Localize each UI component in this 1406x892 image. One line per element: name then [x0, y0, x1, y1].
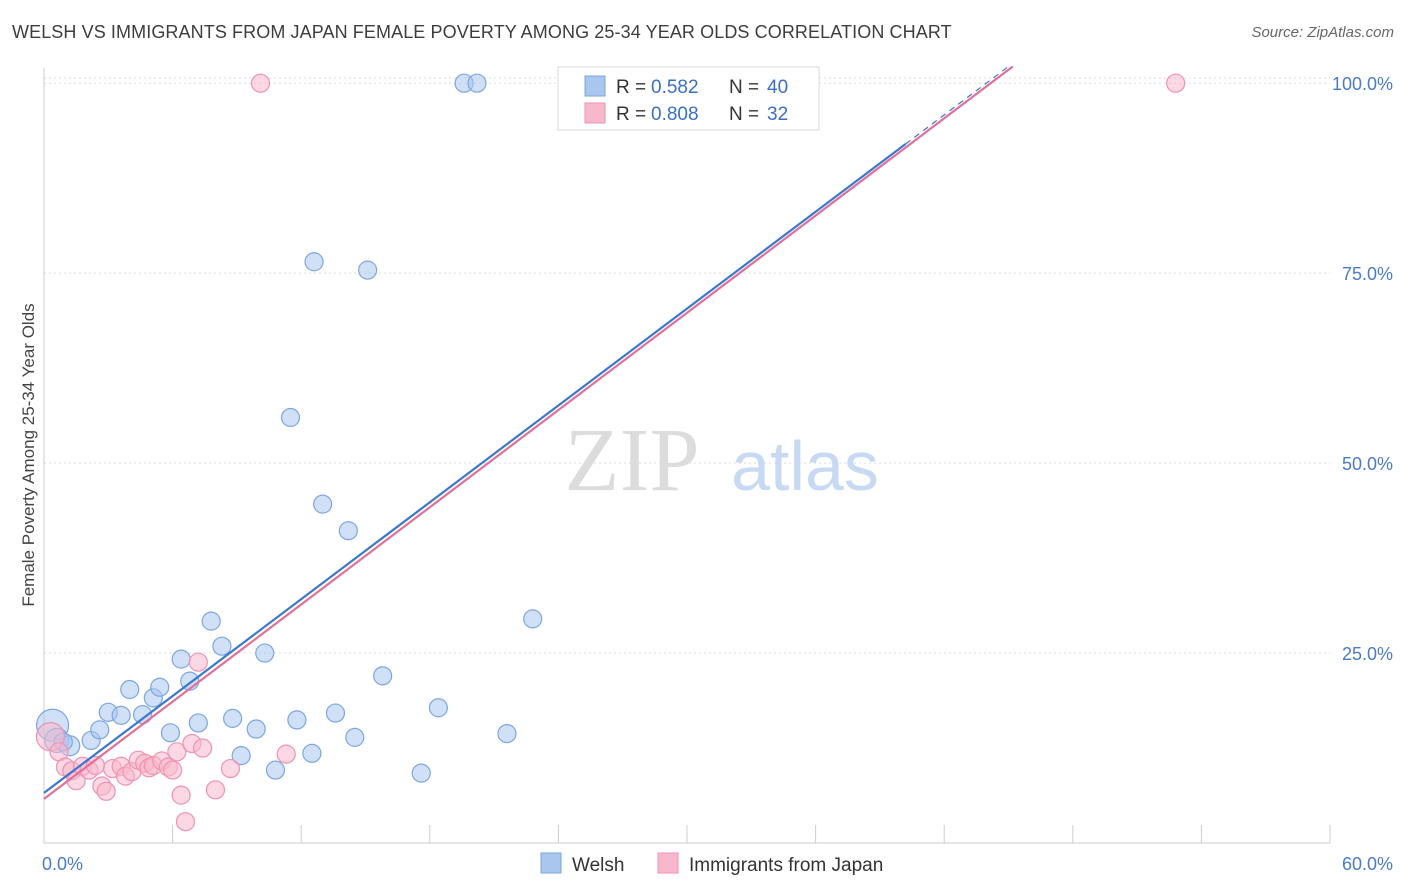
legend-r-value-1: 0.582 [651, 77, 699, 98]
bottom-legend-welsh: Welsh [572, 855, 624, 876]
welsh-point [325, 703, 346, 723]
japan-point [250, 73, 271, 93]
y-tick-labels: 25.0% 50.0% 75.0% 100.0% [1332, 74, 1393, 664]
bottom-legend-swatch-japan [657, 852, 679, 874]
x-tick-label-min: 0.0% [42, 854, 83, 874]
welsh-point [287, 710, 307, 730]
welsh-point [411, 763, 431, 783]
welsh-point [358, 260, 378, 280]
welsh-trend-extension [905, 66, 1009, 145]
x-tick-label-max: 60.0% [1342, 854, 1393, 874]
japan-point [96, 781, 116, 801]
japan-point [205, 780, 226, 800]
y-tick-label: 50.0% [1342, 454, 1393, 474]
watermark-atlas: atlas [731, 427, 879, 505]
welsh-point [265, 760, 286, 780]
japan-point [163, 760, 183, 780]
legend-r-value-2: 0.808 [651, 104, 699, 125]
welsh-point [231, 746, 251, 766]
welsh-point [90, 720, 110, 740]
bottom-legend-swatch-welsh [540, 852, 562, 874]
y-tick-label: 100.0% [1332, 74, 1393, 94]
legend-swatch-japan [584, 102, 606, 124]
japan-point [171, 785, 191, 805]
welsh-point [338, 521, 358, 541]
japan-point [167, 742, 187, 762]
japan-point [220, 758, 241, 779]
grid-lines [44, 77, 1330, 654]
welsh-point [428, 698, 448, 718]
legend-n-value-2: 32 [767, 104, 788, 125]
welsh-point [304, 252, 324, 272]
welsh-point [223, 708, 243, 728]
welsh-point [313, 494, 333, 514]
welsh-point [497, 723, 517, 744]
welsh-point [120, 679, 140, 700]
japan-point [276, 744, 296, 764]
legend-r-label-2: R = [616, 104, 646, 125]
x-tick-labels: 0.0% 60.0% [42, 854, 1393, 874]
bottom-legend-japan: Immigrants from Japan [689, 855, 883, 876]
legend-n-value-1: 40 [767, 77, 788, 98]
japan-point [193, 738, 213, 758]
legend-n-label-1: N = [729, 77, 759, 98]
legend-swatch-welsh [584, 75, 606, 97]
y-tick-label: 25.0% [1342, 644, 1393, 664]
bottom-legend: Welsh Immigrants from Japan [540, 852, 883, 876]
welsh-trend-line [43, 143, 907, 794]
welsh-point [160, 723, 181, 743]
japan-trend-line [43, 65, 1014, 800]
japan-point [175, 812, 196, 832]
welsh-point [302, 743, 322, 763]
legend-r-label-1: R = [616, 77, 646, 98]
watermark-zip: ZIP [565, 411, 700, 510]
japan-point [1166, 73, 1186, 93]
welsh-point [255, 643, 275, 663]
legend-n-label-2: N = [729, 104, 759, 125]
welsh-point [188, 713, 208, 733]
welsh-point [467, 73, 487, 93]
welsh-point [280, 407, 301, 428]
japan-point [188, 652, 208, 672]
welsh-point [111, 705, 131, 725]
y-axis-label: Female Poverty Among 25-34 Year Olds [19, 303, 38, 606]
watermark: ZIP atlas [565, 411, 879, 510]
y-tick-label: 75.0% [1342, 264, 1393, 284]
welsh-point [246, 719, 266, 739]
source-label: Source: ZipAtlas.com [1251, 24, 1394, 41]
welsh-point [171, 649, 191, 669]
welsh-point [345, 727, 365, 747]
welsh-point [212, 636, 232, 656]
trend-lines [43, 65, 1014, 800]
legend-box: R = 0.582 N = 40 R = 0.808 N = 32 [557, 66, 820, 131]
chart-title: WELSH VS IMMIGRANTS FROM JAPAN FEMALE PO… [12, 22, 952, 42]
welsh-point [373, 666, 393, 686]
welsh-point [150, 677, 170, 697]
welsh-point [201, 611, 221, 631]
welsh-point [523, 609, 543, 629]
